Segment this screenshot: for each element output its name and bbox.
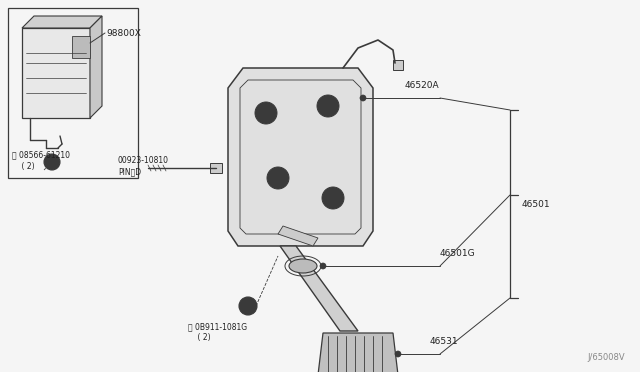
Polygon shape (228, 68, 373, 246)
Circle shape (255, 102, 277, 124)
Bar (393, 60, 403, 70)
Polygon shape (318, 333, 398, 372)
Text: Ⓝ 0B911-1081G
    ( 2): Ⓝ 0B911-1081G ( 2) (188, 322, 247, 342)
Circle shape (267, 167, 289, 189)
Circle shape (320, 263, 326, 269)
Text: 46501G: 46501G (440, 249, 476, 258)
Circle shape (239, 297, 257, 315)
Polygon shape (280, 246, 358, 331)
Circle shape (322, 187, 344, 209)
Ellipse shape (289, 259, 317, 273)
Text: Ⓑ 08566-61210
    ( 2): Ⓑ 08566-61210 ( 2) (12, 150, 70, 171)
Text: J/65008V: J/65008V (588, 353, 625, 362)
Polygon shape (278, 226, 318, 246)
Circle shape (49, 159, 55, 165)
Bar (22, 28, 90, 118)
Circle shape (273, 173, 283, 183)
Circle shape (44, 154, 60, 170)
Text: 46531: 46531 (430, 337, 459, 346)
Text: 00923-10810
PINⓒD: 00923-10810 PINⓒD (118, 156, 169, 176)
Circle shape (317, 95, 339, 117)
Bar (8, 8, 138, 178)
Bar (72, 36, 90, 58)
Text: 46520A: 46520A (405, 81, 440, 90)
Bar (210, 163, 222, 173)
Polygon shape (90, 16, 102, 118)
Circle shape (328, 193, 338, 203)
Polygon shape (22, 16, 102, 28)
Text: 98800X: 98800X (106, 29, 141, 38)
Circle shape (323, 101, 333, 111)
Text: 46501: 46501 (522, 199, 550, 208)
Circle shape (360, 95, 366, 101)
Circle shape (395, 351, 401, 357)
Circle shape (261, 108, 271, 118)
Circle shape (244, 302, 252, 310)
